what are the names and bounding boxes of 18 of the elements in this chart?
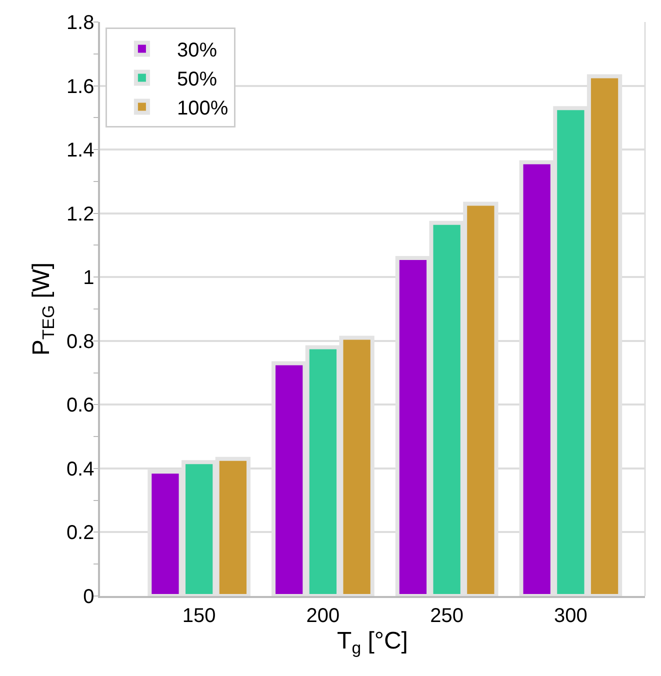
- y-tick-label: 0: [83, 586, 94, 608]
- y-tick-label: 1.6: [66, 76, 94, 98]
- y-tick-label: 1: [83, 267, 94, 290]
- y-tick-label: 0.2: [66, 522, 94, 544]
- legend-label: 50%: [176, 68, 218, 91]
- legend-label: 30%: [176, 40, 218, 62]
- y-tick-label: 1.4: [66, 140, 94, 162]
- y-tick-label: 0.4: [66, 458, 94, 480]
- x-axis-title: T$_{g}$ [°C]: [337, 628, 408, 658]
- y-tick-label: 1.8: [66, 12, 94, 34]
- y-tick-label: 0.8: [66, 330, 94, 353]
- legend-label: 100%: [176, 98, 228, 120]
- x-tick-label: 250: [430, 604, 464, 627]
- x-tick-label: 300: [554, 604, 588, 627]
- x-tick-label: 200: [306, 604, 340, 627]
- y-tick-label: 0.6: [66, 394, 94, 417]
- x-tick-label: 150: [182, 604, 216, 627]
- y-tick-label: 1.2: [66, 203, 94, 226]
